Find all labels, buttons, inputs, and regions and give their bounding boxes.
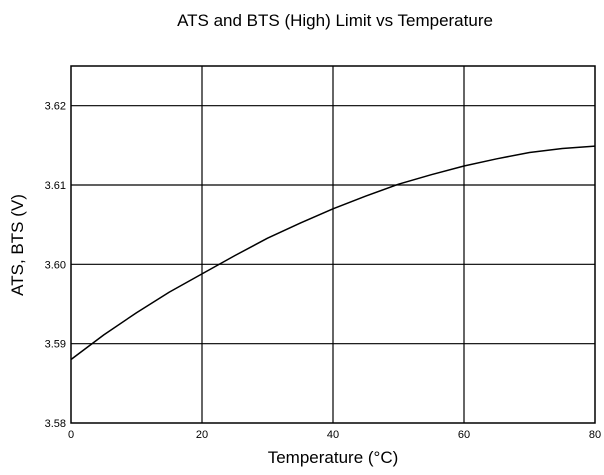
x-ticks: 0 20 40 60 80: [68, 429, 601, 441]
x-tick-label: 40: [327, 429, 339, 441]
y-tick-label: 3.62: [45, 101, 66, 113]
y-tick-label: 3.61: [45, 180, 66, 192]
x-tick-label: 80: [589, 429, 601, 441]
x-tick-label: 0: [68, 429, 74, 441]
y-ticks: 3.58 3.59 3.60 3.61 3.62: [45, 101, 66, 430]
chart-title: ATS and BTS (High) Limit vs Temperature: [177, 11, 493, 30]
grid: [71, 66, 595, 423]
series-group: [70, 145, 596, 361]
x-tick-label: 60: [458, 429, 470, 441]
y-tick-label: 3.58: [45, 418, 66, 430]
x-axis-label: Temperature (°C): [268, 448, 399, 467]
y-axis-label: ATS, BTS (V): [8, 194, 27, 296]
x-tick-label: 20: [196, 429, 208, 441]
y-tick-label: 3.60: [45, 259, 66, 271]
y-tick-label: 3.59: [45, 339, 66, 351]
plot-area-frame: [70, 65, 596, 424]
series-line-0: [70, 145, 596, 361]
